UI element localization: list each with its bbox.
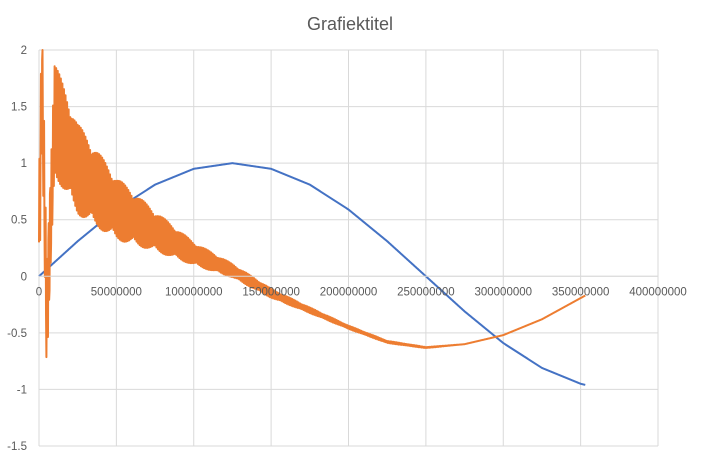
y-tick-label: 2 (21, 45, 27, 57)
x-tick-label: 350000000 (552, 286, 610, 298)
series-line-2 (38, 49, 586, 359)
y-tick-label: 1 (21, 158, 27, 170)
gridlines (38, 49, 659, 447)
y-tick-label: -1 (17, 384, 27, 396)
x-tick-label: 150000000 (242, 286, 300, 298)
chart-title: Grafiektitel (307, 14, 393, 34)
y-tick-label: 0.5 (11, 215, 27, 227)
y-tick-label: -1.5 (7, 441, 27, 453)
axes: 2 1.5 1 0.5 0 -0.5 -1 -1.5 0 50000000 100000000 150… (7, 45, 687, 453)
x-tick-label: 200000000 (320, 286, 378, 298)
x-tick-label: 300000000 (474, 286, 532, 298)
plot-series (38, 49, 586, 386)
x-tick-label: 400000000 (629, 286, 687, 298)
x-tick-label: 100000000 (165, 286, 223, 298)
x-tick-label: 250000000 (397, 286, 455, 298)
x-tick-label: 50000000 (91, 286, 142, 298)
y-tick-label: -0.5 (7, 328, 27, 340)
y-tick-label: 1.5 (11, 102, 27, 114)
y-tick-label: 0 (21, 271, 27, 283)
x-tick-label: 0 (36, 286, 42, 298)
